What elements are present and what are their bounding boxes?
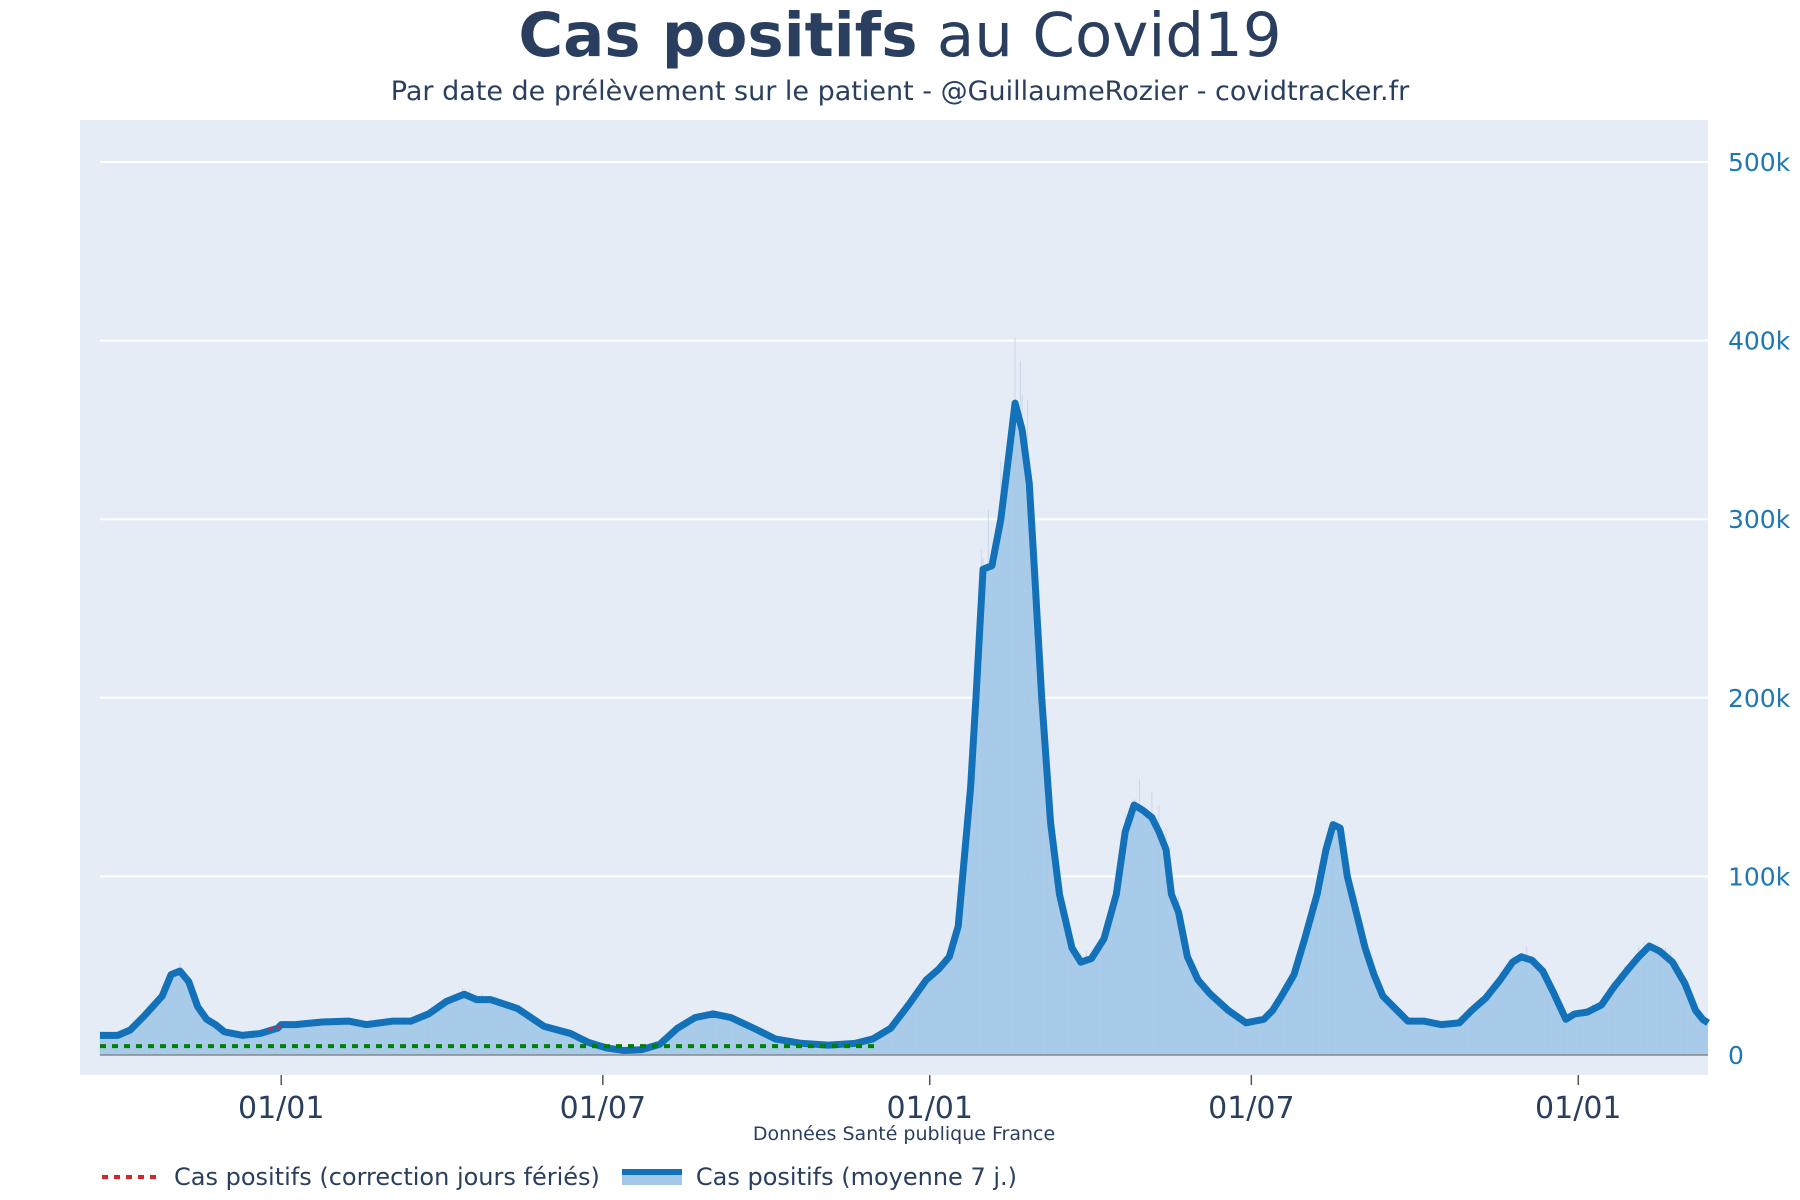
legend-symbol-blue-bar [621,1169,682,1185]
x-tick-label: 01/07 [560,1091,646,1126]
y-tick-label: 300k [1728,505,1791,534]
y-tick-label: 200k [1728,684,1791,713]
series-area [100,403,1708,1055]
y-tick-label: 0 [1728,1041,1744,1070]
x-axis: 01/01 01/07 01/01 01/07 01/01 [238,1075,1622,1126]
series-group [99,337,1710,1056]
legend-label-correction: Cas positifs (correction jours fériés) [174,1163,600,1191]
legend-symbol-dotted-red [102,1175,158,1179]
legend-label-moyenne: Cas positifs (moyenne 7 j.) [695,1163,1018,1191]
series-line-moyenne [100,399,1710,1055]
legend-item-correction[interactable]: Cas positifs (correction jours fériés) [100,1163,600,1191]
series-line-correction [268,1024,282,1031]
y-tick-label: 100k [1728,862,1791,891]
x-tick-label: 01/01 [887,1091,973,1126]
grid-lines [100,161,1708,878]
chart-title: Cas positifs au Covid19 [0,2,1800,69]
y-tick-label: 500k [1728,148,1791,177]
y-axis: 0 100k 200k 300k 400k 500k [1728,148,1791,1070]
chart-title-rest: au Covid19 [917,0,1282,71]
legend-item-moyenne[interactable]: Cas positifs (moyenne 7 j.) [621,1163,1018,1191]
plot-area [80,120,1708,1075]
x-tick-label: 01/01 [1535,1091,1621,1126]
x-tick-label: 01/01 [238,1091,324,1126]
y-tick-label: 400k [1728,327,1791,356]
x-axis-label: Données Santé publique France [753,1123,1055,1145]
chart-title-bold: Cas positifs [518,0,918,71]
chart-subtitle: Par date de prélèvement sur le patient -… [390,76,1410,107]
legend: Cas positifs (correction jours fériés) C… [100,1157,1039,1197]
x-tick-label: 01/07 [1208,1091,1294,1126]
